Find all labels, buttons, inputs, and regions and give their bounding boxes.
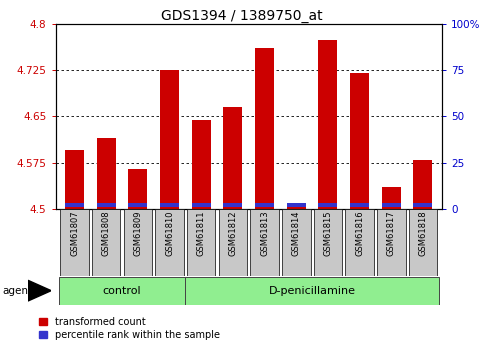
Bar: [97, 203, 116, 207]
Text: GDS1394 / 1389750_at: GDS1394 / 1389750_at: [161, 9, 322, 23]
Text: GSM61810: GSM61810: [165, 211, 174, 256]
Bar: [413, 159, 432, 209]
Bar: [187, 209, 215, 276]
Text: GSM61814: GSM61814: [292, 211, 301, 256]
Legend: transformed count, percentile rank within the sample: transformed count, percentile rank withi…: [39, 317, 220, 340]
Text: GSM61816: GSM61816: [355, 211, 364, 256]
Text: GSM61818: GSM61818: [418, 211, 427, 256]
Text: GSM61817: GSM61817: [387, 211, 396, 256]
Bar: [350, 203, 369, 207]
Text: GSM61815: GSM61815: [324, 211, 332, 256]
Text: control: control: [103, 286, 142, 296]
Polygon shape: [28, 280, 51, 301]
Text: GSM61811: GSM61811: [197, 211, 206, 256]
Text: D-penicillamine: D-penicillamine: [269, 286, 355, 296]
Bar: [255, 203, 274, 207]
Text: agent: agent: [2, 286, 32, 296]
Bar: [160, 203, 179, 207]
Bar: [318, 40, 338, 209]
Bar: [382, 203, 401, 207]
Bar: [282, 209, 311, 276]
Bar: [224, 203, 242, 207]
Bar: [60, 209, 89, 276]
Bar: [124, 209, 152, 276]
Bar: [255, 48, 274, 209]
Bar: [287, 203, 306, 207]
Bar: [345, 209, 374, 276]
Bar: [250, 209, 279, 276]
Bar: [313, 209, 342, 276]
Text: GSM61808: GSM61808: [102, 211, 111, 256]
Bar: [219, 209, 247, 276]
Bar: [128, 169, 147, 209]
Bar: [192, 203, 211, 207]
Text: GSM61812: GSM61812: [228, 211, 238, 256]
Text: GSM61809: GSM61809: [133, 211, 142, 256]
Bar: [156, 209, 184, 276]
Bar: [318, 203, 338, 207]
Bar: [192, 119, 211, 209]
Bar: [413, 203, 432, 207]
Bar: [59, 277, 185, 305]
Bar: [224, 107, 242, 209]
Bar: [65, 203, 84, 207]
Bar: [160, 70, 179, 209]
Bar: [92, 209, 120, 276]
Text: GSM61807: GSM61807: [70, 211, 79, 256]
Text: GSM61813: GSM61813: [260, 211, 269, 256]
Bar: [185, 277, 439, 305]
Bar: [377, 209, 406, 276]
Bar: [128, 203, 147, 207]
Bar: [287, 204, 306, 209]
Bar: [409, 209, 437, 276]
Bar: [97, 138, 116, 209]
Bar: [65, 150, 84, 209]
Bar: [382, 187, 401, 209]
Bar: [350, 73, 369, 209]
